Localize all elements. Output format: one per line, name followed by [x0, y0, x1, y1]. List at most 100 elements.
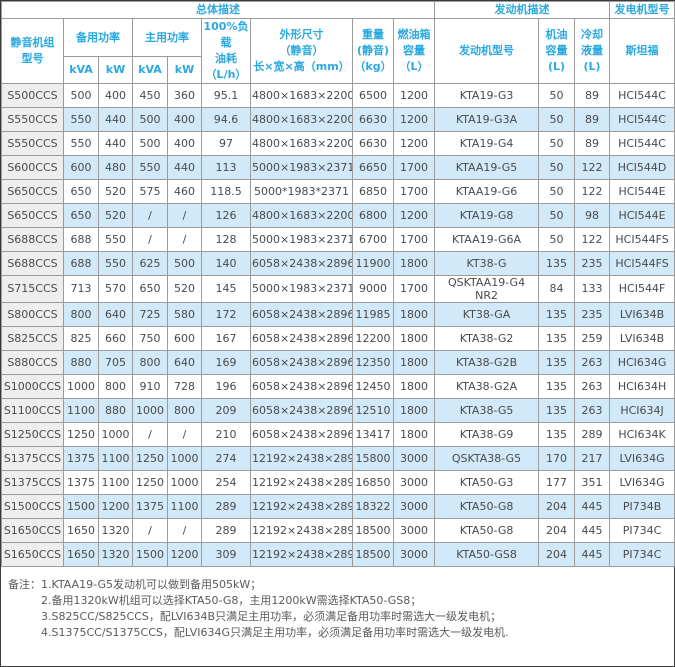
table-row: S1650CCS 1650 1320 1500 1200 309 12192×2438×28…	[1, 541, 675, 567]
fuel-consumption-cell: 274	[201, 445, 251, 471]
coolant-capacity-cell: 89	[574, 130, 611, 156]
prime-kva-cell: 1500	[132, 541, 168, 567]
model-cell[interactable]: S688CCS	[1, 250, 64, 276]
prime-kva-cell: /	[132, 421, 168, 447]
dimensions-cell: 12192×2438×2896	[250, 445, 353, 471]
dimensions-cell: 4800×1683×2200	[250, 202, 353, 228]
weight-cell: 18500	[352, 517, 394, 543]
weight-cell: 15800	[352, 445, 394, 471]
model-cell[interactable]: S1500CCS	[1, 493, 64, 519]
coolant-capacity-cell: 235	[574, 301, 611, 327]
alternator-cell: PI734B	[609, 493, 675, 519]
model-cell[interactable]: S800CCS	[1, 301, 64, 327]
engine-model-cell: QSKTAA19-G4 NR2	[434, 274, 540, 303]
model-cell[interactable]: S650CCS	[1, 202, 64, 228]
engine-model-cell: KTAA19-G6	[434, 178, 540, 204]
model-cell[interactable]: S825CCS	[1, 325, 64, 351]
dimensions-cell: 5000×1983×2371	[250, 274, 353, 303]
prime-kw-cell: 520	[167, 274, 202, 303]
oil-capacity-cell: 177	[538, 469, 576, 495]
model-cell[interactable]: S500CCS	[1, 82, 64, 108]
oil-capacity-cell: 84	[538, 274, 576, 303]
oil-capacity-cell: 135	[538, 397, 576, 423]
model-cell[interactable]: S600CCS	[1, 154, 64, 180]
header-weight: 重量 (静音) （kg）	[352, 18, 394, 84]
coolant-capacity-cell: 445	[574, 517, 611, 543]
standby-kw-cell: 1320	[98, 517, 133, 543]
header-standby-kva: kVA	[63, 56, 99, 84]
standby-kw-cell: 1000	[98, 421, 133, 447]
standby-kva-cell: 1500	[63, 493, 99, 519]
standby-kva-cell: 1650	[63, 517, 99, 543]
model-cell[interactable]: S1375CCS	[1, 469, 64, 495]
model-cell[interactable]: S688CCS	[1, 226, 64, 252]
model-cell[interactable]: S1650CCS	[1, 541, 64, 567]
coolant-capacity-cell: 445	[574, 493, 611, 519]
dimensions-cell: 6058×2438×2896	[250, 349, 353, 375]
weight-cell: 6630	[352, 130, 394, 156]
model-cell[interactable]: S880CCS	[1, 349, 64, 375]
model-cell[interactable]: S1000CCS	[1, 373, 64, 399]
prime-kva-cell: /	[132, 517, 168, 543]
weight-cell: 6850	[352, 178, 394, 204]
model-cell[interactable]: S715CCS	[1, 274, 64, 303]
prime-kva-cell: 625	[132, 250, 168, 276]
prime-kw-cell: 728	[167, 373, 202, 399]
engine-model-cell: KTA19-G8	[434, 202, 540, 228]
fuel-tank-cell: 1700	[392, 154, 436, 180]
standby-kva-cell: 880	[63, 349, 99, 375]
fuel-consumption-cell: 95.1	[201, 82, 251, 108]
standby-kw-cell: 880	[98, 397, 133, 423]
fuel-tank-cell: 3000	[392, 517, 436, 543]
table-row: S715CCS 713 570 650 520 145 5000×1983×2371 9000…	[1, 274, 675, 303]
header-prime-kw: kW	[167, 56, 202, 84]
fuel-consumption-cell: 145	[201, 274, 251, 303]
prime-kw-cell: 1000	[167, 469, 202, 495]
coolant-capacity-cell: 89	[574, 106, 611, 132]
alternator-cell: LVI634B	[609, 325, 675, 351]
prime-kva-cell: 1250	[132, 445, 168, 471]
dimensions-cell: 12192×2438×2896	[250, 517, 353, 543]
header-oil-capacity: 机油 容量 (L)	[538, 18, 576, 84]
table-body: S500CCS 500 400 450 360 95.1 4800×1683×2200 650…	[1, 82, 675, 567]
spec-table: 总体描述 发动机描述 发电机型号 静音机组 型号 备用功率 主用功率 100%负…	[0, 1, 675, 567]
model-cell[interactable]: S1250CCS	[1, 421, 64, 447]
model-cell[interactable]: S550CCS	[1, 130, 64, 156]
fuel-consumption-cell: 289	[201, 493, 251, 519]
prime-kva-cell: 750	[132, 325, 168, 351]
model-cell[interactable]: S650CCS	[1, 178, 64, 204]
engine-model-cell: KTA50-G8	[434, 493, 540, 519]
fuel-tank-cell: 1800	[392, 421, 436, 447]
dimensions-cell: 5000*1983*2371	[250, 178, 353, 204]
prime-kva-cell: 910	[132, 373, 168, 399]
fuel-tank-cell: 3000	[392, 445, 436, 471]
engine-model-cell: KTA38-G5	[434, 397, 540, 423]
prime-kw-cell: 1100	[167, 493, 202, 519]
fuel-tank-cell: 1800	[392, 301, 436, 327]
engine-model-cell: KT38-GA	[434, 301, 540, 327]
oil-capacity-cell: 50	[538, 154, 576, 180]
coolant-capacity-cell: 263	[574, 373, 611, 399]
standby-kva-cell: 600	[63, 154, 99, 180]
fuel-consumption-cell: 128	[201, 226, 251, 252]
oil-capacity-cell: 135	[538, 373, 576, 399]
weight-cell: 11985	[352, 301, 394, 327]
header-standby-power: 备用功率	[63, 17, 133, 58]
fuel-tank-cell: 1800	[392, 250, 436, 276]
weight-cell: 6500	[352, 82, 394, 108]
prime-kva-cell: 500	[132, 130, 168, 156]
standby-kva-cell: 800	[63, 301, 99, 327]
model-cell[interactable]: S1100CCS	[1, 397, 64, 423]
alternator-cell: HCI544F	[609, 274, 675, 303]
prime-kva-cell: 800	[132, 349, 168, 375]
dimensions-cell: 6058×2438×2896	[250, 325, 353, 351]
fuel-tank-cell: 1200	[392, 106, 436, 132]
coolant-capacity-cell: 289	[574, 421, 611, 447]
note-line: 3.S825CC/S825CCS，配LVI634B只满足主用功率，必须满足备用功…	[41, 609, 502, 623]
prime-kw-cell: 800	[167, 397, 202, 423]
model-cell[interactable]: S550CCS	[1, 106, 64, 132]
coolant-capacity-cell: 122	[574, 226, 611, 252]
model-cell[interactable]: S1650CCS	[1, 517, 64, 543]
dimensions-cell: 4800×1683×2200	[250, 106, 353, 132]
model-cell[interactable]: S1375CCS	[1, 445, 64, 471]
